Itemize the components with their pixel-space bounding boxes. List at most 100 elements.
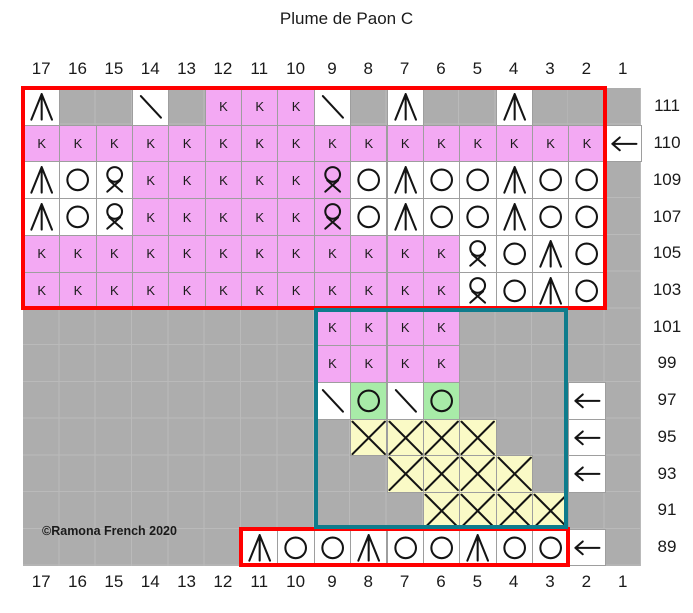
centered-double-decrease-icon	[497, 162, 532, 198]
knit-letter-K: K	[219, 209, 228, 225]
cell-r110-c13: K	[168, 124, 206, 163]
cell-r89-c11	[241, 528, 279, 567]
cell-r105-c12: K	[204, 234, 243, 273]
column-number-top-10: 10	[286, 59, 306, 78]
row-number-93: 93	[657, 463, 677, 483]
cell-r103-c3	[531, 271, 570, 310]
column-number-bottom-12: 12	[213, 572, 233, 591]
cell-r110-c2: K	[568, 124, 606, 163]
yarn-over-circle-icon	[424, 383, 459, 419]
cell-r103-c11: K	[241, 271, 279, 310]
centered-double-decrease-icon	[388, 199, 423, 235]
knit-letter-K: K	[37, 246, 46, 262]
cell-r107-c9	[313, 198, 352, 236]
cell-r97-c9	[313, 381, 352, 420]
column-number-bottom-16: 16	[68, 572, 87, 591]
cable-cross-icon	[424, 493, 459, 529]
knit-letter-K: K	[437, 283, 446, 298]
cell-r109-c8	[350, 161, 388, 200]
knit-letter-K: K	[255, 209, 265, 225]
knit-letter-K: K	[291, 246, 301, 262]
copyright-text: ©Ramona French 2020	[42, 524, 177, 538]
cell-r111-c7	[386, 88, 424, 126]
cell-r105-c17: K	[23, 234, 61, 273]
knit-letter-K: K	[255, 136, 265, 152]
cell-r107-c17	[23, 198, 61, 236]
knit-letter-K: K	[364, 136, 374, 152]
knit-through-back-loop-icon	[97, 162, 132, 198]
knit-letter-K: K	[73, 283, 83, 298]
column-number-top-8: 8	[363, 59, 373, 78]
cell-r110-c16: K	[59, 124, 97, 163]
cell-r89-c9	[313, 528, 352, 567]
cell-r109-c5	[459, 161, 497, 200]
cell-r111-c9	[313, 88, 352, 126]
left-arrow-icon	[569, 530, 604, 566]
row-number-91: 91	[657, 500, 677, 520]
cell-r111-c17	[23, 88, 61, 126]
knit-letter-K: K	[437, 356, 446, 372]
cable-cross-icon	[496, 456, 532, 492]
cell-r103-c17: K	[23, 271, 61, 310]
cell-r103-c16: K	[59, 271, 97, 310]
column-number-top-12: 12	[213, 59, 233, 78]
cell-r105-c11: K	[241, 234, 279, 273]
knit-letter-K: K	[437, 136, 446, 152]
yarn-over-circle-icon	[460, 199, 495, 235]
yarn-over-circle-icon	[460, 162, 495, 198]
column-number-bottom-9: 9	[327, 572, 337, 591]
knit-letter-K: K	[400, 319, 410, 335]
cell-r105-c16: K	[59, 234, 97, 273]
cell-r101-c7: K	[386, 308, 424, 347]
cell-r89-c6	[422, 528, 461, 567]
cell-r109-c17	[23, 161, 61, 200]
cell-r107-c6	[422, 198, 461, 236]
yarn-over-circle-icon	[60, 199, 95, 235]
yarn-over-circle-icon	[424, 162, 459, 198]
cell-r111-c14	[132, 88, 170, 126]
yarn-over-circle-icon	[569, 199, 604, 235]
knit-letter-K: K	[400, 246, 410, 262]
cell-r109-c16	[59, 161, 97, 200]
cell-r91-c3	[531, 492, 570, 530]
right-leaning-decrease-icon	[315, 89, 350, 125]
cell-r109-c9	[313, 161, 352, 200]
column-number-top-1: 1	[617, 59, 628, 78]
column-number-bottom-11: 11	[250, 572, 269, 591]
cell-r109-c14: K	[132, 161, 170, 200]
cell-r89-c10	[277, 528, 315, 567]
column-number-top-7: 7	[399, 59, 410, 78]
centered-double-decrease-icon	[24, 199, 59, 235]
row-arrow-89	[568, 528, 606, 567]
cell-r109-c12: K	[204, 161, 243, 200]
cell-r89-c7	[386, 528, 424, 567]
cable-cross-icon	[460, 493, 496, 529]
cell-r95-c5	[459, 418, 497, 457]
yarn-over-circle-icon	[424, 530, 459, 566]
column-number-bottom-13: 13	[177, 572, 196, 591]
cell-r93-c7	[386, 455, 424, 494]
knit-through-back-loop-icon	[460, 273, 495, 309]
column-number-bottom-8: 8	[363, 572, 373, 591]
cell-r99-c6: K	[422, 345, 461, 383]
cable-cross-icon	[387, 420, 423, 456]
knit-letter-K: K	[473, 136, 483, 152]
row-number-111: 111	[654, 96, 680, 116]
cell-r101-c8: K	[350, 308, 388, 347]
knit-letter-K: K	[400, 136, 410, 152]
cell-r110-c12: K	[204, 124, 243, 163]
right-leaning-decrease-icon	[133, 89, 168, 125]
cell-r89-c8	[350, 528, 388, 567]
knit-through-back-loop-icon	[315, 162, 350, 198]
yarn-over-circle-icon	[351, 199, 386, 235]
column-number-top-4: 4	[508, 59, 519, 78]
cell-r110-c9: K	[313, 124, 352, 163]
cell-r103-c8: K	[350, 271, 388, 310]
row-number-107: 107	[652, 206, 682, 226]
cell-r93-c4	[495, 455, 533, 494]
cell-r107-c8	[350, 198, 388, 236]
right-leaning-decrease-icon	[315, 383, 350, 419]
cell-r91-c5	[459, 492, 497, 530]
cell-r103-c12: K	[204, 271, 243, 310]
centered-double-decrease-icon	[24, 162, 59, 198]
